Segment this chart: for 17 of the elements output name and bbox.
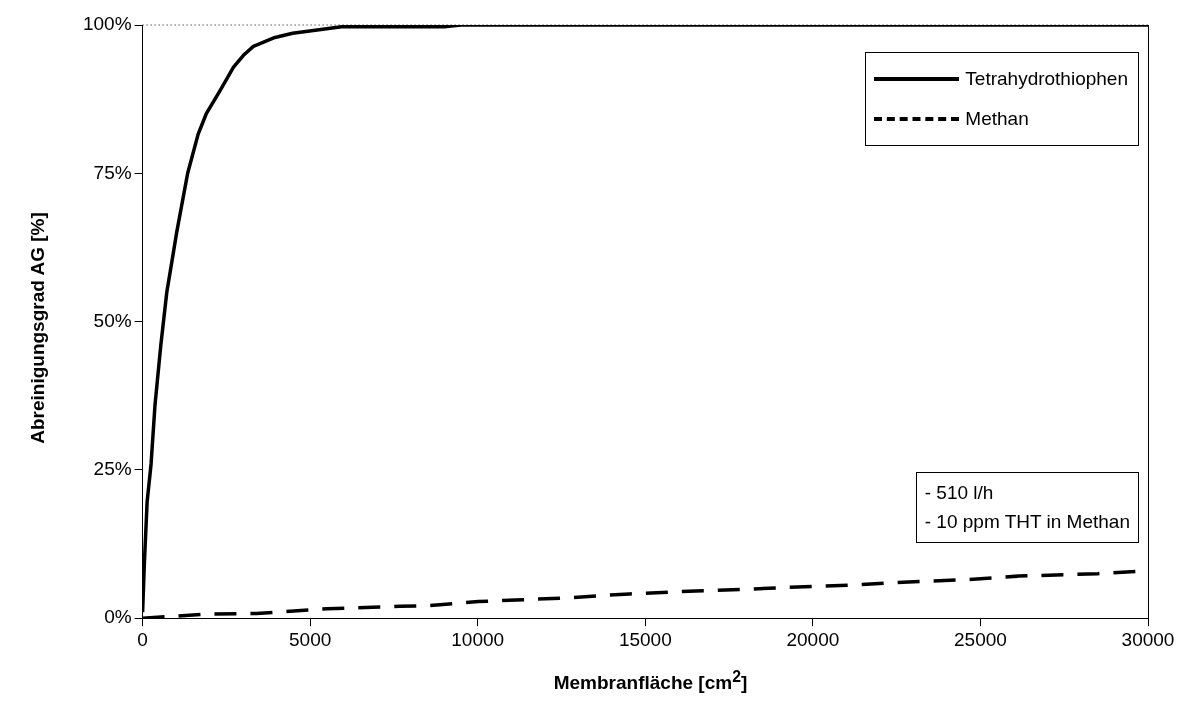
x-tick-label: 30000 — [1121, 628, 1175, 650]
y-tick-label: 0% — [104, 606, 132, 628]
y-tick-label: 50% — [93, 309, 132, 331]
annotation: - 510 l/h - 10 ppm THT in Methan — [915, 472, 1139, 543]
x-tick-label: 0 — [137, 628, 148, 650]
x-tick-label: 10000 — [451, 628, 505, 650]
x-axis-title: Membranfläche [cm$^{2}$] — [552, 668, 749, 695]
x-tick-label: 15000 — [618, 628, 672, 650]
legend-label: Methan — [965, 108, 1029, 130]
y-tick-label: 100% — [82, 13, 132, 35]
x-tick-label: 5000 — [289, 628, 332, 650]
x-tick-label: 20000 — [786, 628, 840, 650]
x-tick-label: 25000 — [954, 628, 1007, 650]
legend-label: Tetrahydrothiophen — [965, 68, 1128, 90]
y-tick-label: 25% — [93, 458, 132, 480]
y-tick-label: 75% — [93, 161, 132, 183]
y-axis-title: Abreinigungsgrad AG [%] — [27, 212, 49, 444]
